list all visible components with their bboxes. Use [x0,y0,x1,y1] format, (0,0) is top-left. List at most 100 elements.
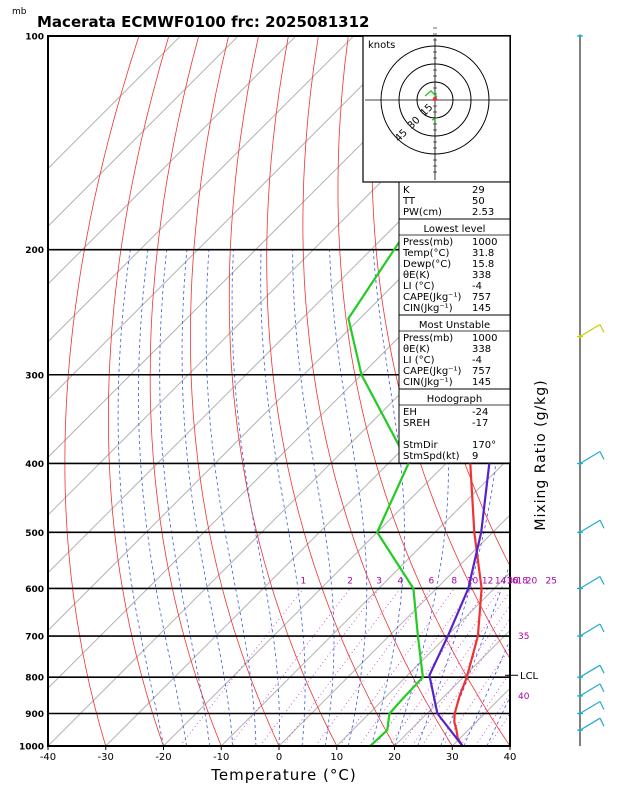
mixing-ratio-label: 30 [507,576,519,586]
mixing-ratio-line [339,588,455,746]
mixing-ratio-line [315,588,432,746]
index-label: StmSpd(kt) [403,451,460,462]
moist-adiabat [292,249,335,746]
index-value: 145 [472,377,491,388]
wind-barb-flag [599,576,605,585]
index-value: 29 [472,185,485,196]
mixing-ratio-line [400,590,510,746]
mixing-ratio-label: 25 [546,576,557,586]
hodograph-units: knots [368,40,395,51]
pressure-tick-label: 800 [25,674,44,684]
wind-barb [579,623,601,637]
mixing-ratio-label: 40 [518,692,530,702]
isotherm [48,36,181,170]
index-value: 31.8 [472,248,494,259]
index-value: -4 [472,355,482,366]
isotherm [48,36,470,458]
wind-barb-flag [599,324,605,333]
index-value: -17 [472,418,488,429]
pressure-tick-label: 500 [25,529,44,539]
wind-point [578,728,582,732]
x-tick-label: 20 [388,752,401,763]
wind-barb [579,664,601,678]
index-value: 1000 [472,237,497,248]
isotherm [48,36,355,343]
mixing-ratio-label: 14 [495,576,507,586]
mixing-ratio-line [229,588,351,746]
mixing-ratio-label: 8 [451,576,457,586]
x-tick-label: 0 [276,752,282,763]
wind-barb-flag [599,683,605,693]
index-value: -4 [472,281,482,292]
right-axis-label: Mixing Ratio (g/kg) [533,379,549,530]
dry-adiabat [302,36,453,746]
dry-adiabat [588,36,618,746]
wind-barb [579,323,601,338]
moist-adiabat [117,249,164,746]
wind-barb-flag [599,717,605,727]
dry-adiabat [497,36,510,190]
mixing-ratio-line [475,693,510,746]
pressure-tick-label: 700 [25,633,44,643]
pressure-tick-label: 1000 [19,743,44,753]
wind-barb [579,575,601,590]
index-value: 2.53 [472,207,494,218]
index-label: Press(mb) [403,237,453,248]
isotherm [220,456,510,746]
pressure-tick-label: 900 [25,710,44,720]
dry-adiabat [337,36,510,746]
chart-title: Macerata ECMWF0100 frc: 2025081312 [37,13,370,31]
index-value: 1000 [472,333,497,344]
moist-adiabat [205,249,257,746]
wind-barb [579,519,601,533]
isotherm [48,36,239,227]
index-value: 15.8 [472,259,494,270]
mixing-ratio-label: 3 [376,576,382,586]
moist-adiabat [486,695,510,746]
indices-table: K 29 TT 50 PW(cm) 2.53 Lowest level Press(mb) 10… [398,181,511,464]
index-value: 145 [472,303,491,314]
index-label: θE(K) [403,344,430,355]
index-label: PW(cm) [403,207,442,218]
index-label: θE(K) [403,270,430,281]
moist-adiabat [260,249,306,746]
index-value: 338 [472,270,491,281]
index-section-heading: Hodograph [427,394,482,405]
hodograph-trace [431,117,438,121]
mixing-ratio-label: 12 [482,576,493,586]
hodograph-trace [424,90,438,98]
dry-adiabat [189,36,280,746]
wind-point [578,711,582,716]
wind-point [578,461,582,466]
index-label: StmDir [403,440,438,451]
index-value: 757 [472,292,491,303]
x-tick-label: -30 [98,752,114,763]
x-axis-label: Temperature (°C) [210,766,356,784]
isotherm [48,36,412,401]
pressure-tick-label: 200 [25,246,44,256]
wind-barb-flag [599,664,605,674]
index-background [399,182,510,463]
index-label: Temp(°C) [402,248,450,259]
x-tick-label: 10 [330,752,343,763]
index-label: CIN(Jkg⁻¹) [403,303,453,314]
index-frame [398,181,511,464]
index-label: CAPE(Jkg⁻¹) [403,292,461,303]
mixing-ratio-label: 35 [518,632,529,642]
mixing-ratio-label: 2 [347,576,353,586]
pressure-tick-label: 100 [25,33,44,43]
index-value: 50 [472,196,485,207]
pressure-tick-label: 400 [25,460,44,470]
moist-adiabat [371,249,405,746]
isotherm [336,572,510,746]
wind-point [578,675,582,679]
index-label: Press(mb) [403,333,453,344]
index-label: TT [402,196,416,207]
wind-barb [579,450,601,464]
wind-barb-flag [599,451,605,460]
index-value: 757 [472,366,491,377]
wind-point [578,34,582,38]
x-tick-label: 40 [504,752,517,763]
storm-motion-marker [432,96,438,102]
